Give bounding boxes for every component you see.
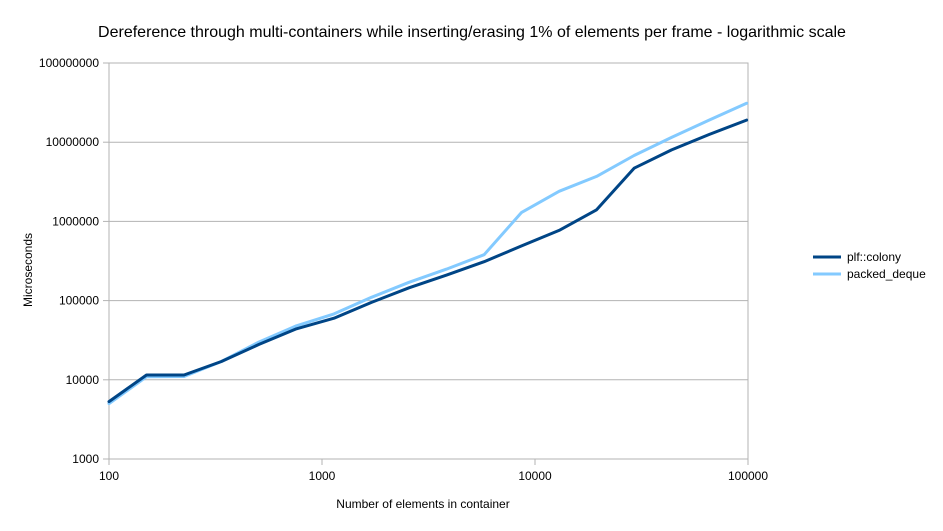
y-axis-label: Microseconds (21, 233, 35, 307)
y-tick-label: 100000000 (39, 56, 99, 70)
y-tick-label: 10000 (66, 373, 100, 387)
x-tick-label: 10000 (518, 469, 552, 483)
x-tick-label: 100 (99, 469, 119, 483)
x-axis-label: Number of elements in container (336, 497, 509, 511)
legend-label: packed_deque (847, 267, 926, 281)
y-tick-label: 1000 (72, 452, 99, 466)
x-tick-label: 100000 (728, 469, 768, 483)
x-tick-label: 1000 (309, 469, 336, 483)
legend-label: plf::colony (847, 250, 901, 264)
chart-title: Dereference through multi-containers whi… (98, 24, 846, 41)
y-tick-label: 10000000 (46, 135, 100, 149)
y-tick-label: 1000000 (52, 214, 99, 228)
y-tick-label: 100000 (59, 294, 99, 308)
